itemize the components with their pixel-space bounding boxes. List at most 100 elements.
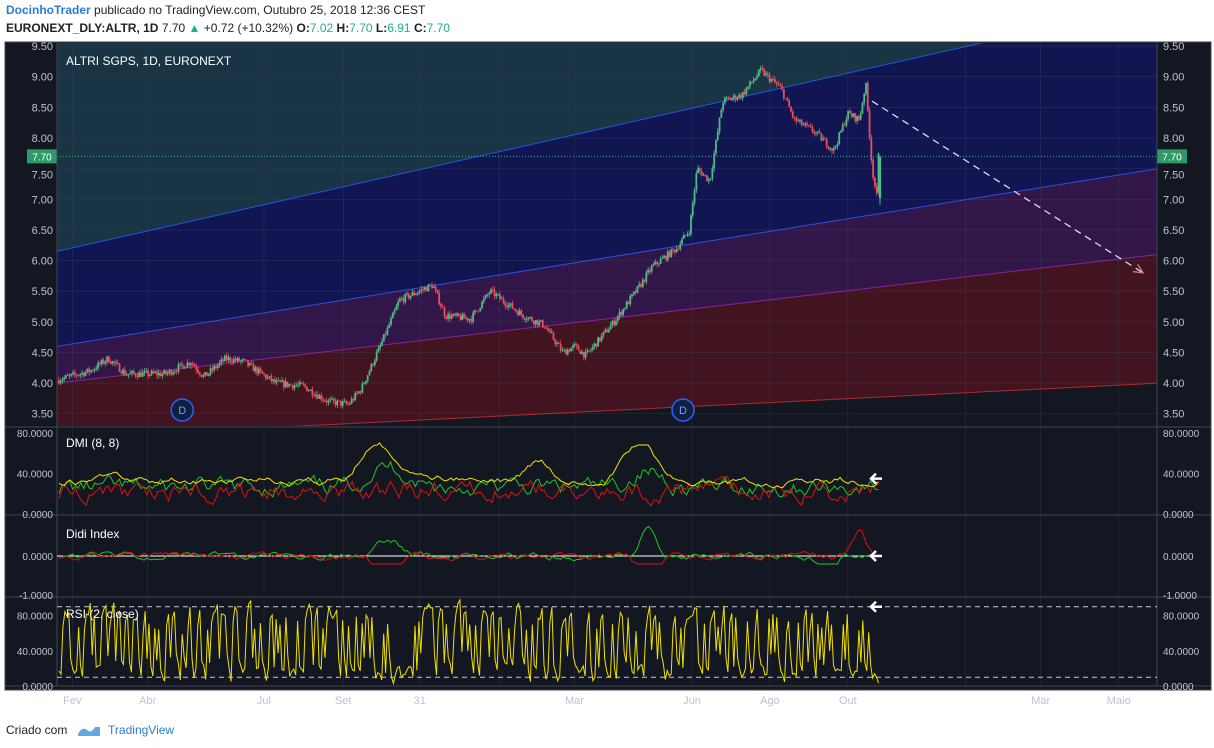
candle-body — [745, 88, 748, 95]
candle-body — [154, 372, 157, 374]
candle-body — [386, 327, 389, 335]
chart-header: DocinhoTrader publicado no TradingView.c… — [6, 3, 425, 17]
author-link[interactable]: DocinhoTrader — [6, 3, 91, 17]
candle-body — [466, 317, 469, 321]
candle-body — [504, 302, 507, 306]
candle-body — [579, 350, 582, 355]
candle-body — [75, 374, 78, 376]
candle-body — [61, 379, 64, 382]
didi-axis-right-neg: -1.0000 — [1163, 591, 1197, 602]
candle-body — [82, 372, 85, 376]
candle-body — [329, 399, 332, 401]
candle-body — [843, 124, 846, 126]
candle-body — [725, 97, 728, 99]
candle-body — [613, 320, 616, 326]
candle-body — [272, 379, 274, 381]
candle-body — [381, 341, 383, 346]
candle-body — [747, 86, 750, 89]
time-axis-label: Ago — [760, 695, 780, 707]
price-axis-left: 6.00 — [32, 256, 53, 268]
rsi-axis-left: 40.0000 — [17, 647, 54, 658]
candle-body — [836, 144, 839, 147]
candle-body — [548, 330, 551, 332]
dmi-title: DMI (8, 8) — [66, 436, 119, 450]
candle-body — [704, 174, 707, 176]
candle-body — [520, 310, 523, 315]
candle-body — [436, 289, 439, 294]
candle-body — [338, 400, 341, 402]
candle-body — [290, 384, 292, 385]
candle-body — [782, 89, 785, 99]
candle-body — [693, 190, 696, 203]
candle-body — [275, 380, 278, 383]
candle-body — [159, 372, 162, 377]
candle-body — [582, 351, 585, 358]
candle-body — [807, 125, 810, 126]
channel-line — [57, 168, 1157, 347]
channel-band — [57, 43, 1157, 252]
candle-body — [523, 318, 526, 320]
candle-body — [163, 370, 166, 374]
high-label: H: — [336, 21, 350, 35]
candle-body — [157, 372, 160, 376]
candle-body — [815, 132, 817, 134]
candle-body — [598, 337, 601, 341]
candle-body — [529, 317, 532, 319]
candle-body — [611, 320, 614, 326]
candle-body — [863, 93, 866, 103]
candle-body — [490, 289, 492, 294]
candle-body — [118, 363, 121, 372]
candle-body — [824, 138, 826, 140]
candle-body — [457, 313, 460, 317]
candle-body — [256, 367, 258, 374]
time-axis-label: Jun — [683, 695, 701, 707]
candle-body — [616, 316, 619, 321]
dmi-adx-line — [58, 442, 879, 489]
candle-body — [166, 372, 169, 375]
tradingview-logo-icon — [77, 726, 100, 736]
time-axis-label: Mar — [565, 695, 584, 707]
candle-body — [690, 215, 692, 234]
candle-body — [66, 375, 69, 377]
candle-body — [261, 371, 264, 374]
candle-body — [200, 374, 203, 377]
candle-body — [682, 235, 685, 239]
candle-body — [165, 370, 167, 375]
candle-body — [79, 374, 82, 376]
dividend-marker-label: D — [178, 405, 186, 417]
chart-canvas[interactable]: 7.70 7.70 D D ALTRI SGPS, 1D, EURONEXT 9.50 9.… — [0, 40, 1214, 712]
price-axis-right: 5.00 — [1163, 317, 1184, 329]
candle-body — [666, 251, 669, 260]
candle-body — [634, 291, 637, 293]
candle-body — [431, 284, 433, 288]
candle-body — [95, 368, 98, 370]
candle-body — [206, 372, 208, 376]
last-price-label-right-bg — [1157, 149, 1187, 164]
price-axis-left: 4.00 — [32, 378, 53, 390]
candle-body — [675, 248, 678, 253]
candle-body — [152, 371, 155, 374]
candle-body — [506, 305, 508, 308]
time-axis-label: 2018 — [487, 695, 511, 707]
candle-body — [204, 372, 207, 376]
last-price: 7.70 — [161, 21, 186, 35]
candle-body — [393, 310, 396, 314]
candle-body — [90, 370, 92, 373]
tradingview-link[interactable]: TradingView — [108, 723, 175, 737]
candle-body — [375, 352, 378, 361]
candle-body — [475, 310, 478, 312]
candle-body — [679, 244, 682, 250]
candle-body — [550, 330, 553, 334]
candle-body — [448, 314, 451, 319]
candle-body — [691, 202, 694, 216]
price-axis-right: 3.50 — [1163, 409, 1184, 421]
candle-body — [98, 362, 101, 365]
candle-body — [625, 301, 628, 309]
candle-body — [411, 292, 414, 296]
candle-body — [827, 146, 830, 149]
candle-body — [286, 381, 289, 387]
dmi-axis-left: 0.0000 — [22, 510, 53, 521]
candle-body — [859, 113, 862, 120]
candle-body — [481, 301, 483, 309]
candle-body — [88, 368, 91, 373]
